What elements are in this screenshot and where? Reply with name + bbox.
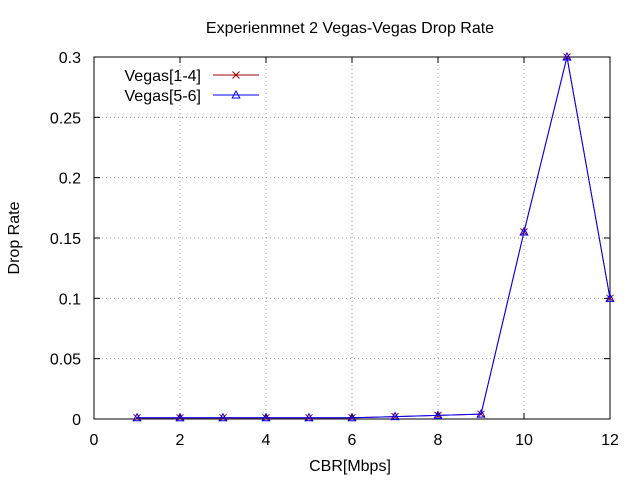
x-tick-label: 4: [262, 432, 271, 449]
chart-title: Experienmnet 2 Vegas-Vegas Drop Rate: [206, 20, 494, 37]
y-tick-label: 0.05: [50, 352, 81, 369]
series-line: [137, 56, 611, 419]
y-tick-label: 0.25: [50, 110, 81, 127]
x-tick-label: 6: [348, 432, 357, 449]
x-tick-labels: 0 2 4 6 8 10 12: [90, 432, 619, 449]
data-point: [390, 411, 400, 421]
x-tick-label: 0: [90, 432, 99, 449]
x-axis-label: CBR[Mbps]: [309, 458, 391, 475]
y-tick-label: 0: [72, 412, 81, 429]
y-axis-label: Drop Rate: [6, 201, 23, 274]
legend: Vegas[1-4] Vegas[5-6]: [125, 68, 259, 105]
data-point: [347, 412, 357, 422]
data-point: [175, 412, 185, 422]
series: [132, 51, 615, 422]
x-tick-label: 10: [515, 432, 533, 449]
data-point: [433, 410, 443, 419]
data-point: [132, 412, 142, 422]
series-1: [133, 53, 614, 422]
data-point: [605, 293, 615, 302]
data-point: [304, 412, 314, 422]
legend-label: Vegas[1-4]: [125, 68, 202, 85]
axis-ticks: [93, 56, 611, 420]
y-tick-labels: 0 0.05 0.1 0.15 0.2 0.25 0.3: [50, 50, 81, 429]
grid: [94, 57, 610, 419]
legend-item: Vegas[1-4]: [125, 68, 259, 85]
series-line: [137, 56, 611, 419]
data-point: [218, 412, 228, 422]
x-tick-label: 12: [601, 432, 619, 449]
x-tick-label: 8: [434, 432, 443, 449]
y-tick-label: 0.3: [59, 50, 81, 67]
series-2: [132, 51, 615, 422]
data-point: [476, 409, 486, 418]
data-point: [519, 226, 529, 236]
data-point: [562, 51, 572, 61]
legend-label: Vegas[5-6]: [125, 88, 202, 105]
legend-marker: [232, 71, 240, 79]
legend-item: Vegas[5-6]: [125, 88, 259, 105]
legend-marker: [231, 89, 241, 99]
y-tick-label: 0.2: [59, 171, 81, 188]
data-point: [261, 412, 271, 422]
y-tick-label: 0.1: [59, 291, 81, 308]
x-tick-label: 2: [176, 432, 185, 449]
y-tick-label: 0.15: [50, 231, 81, 248]
